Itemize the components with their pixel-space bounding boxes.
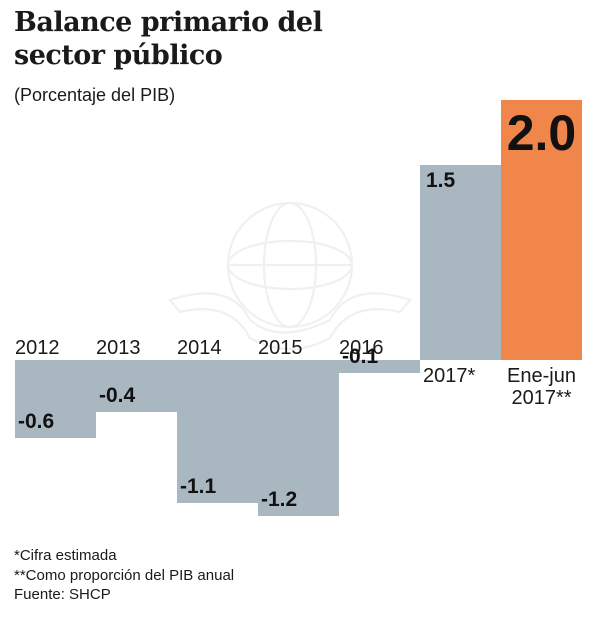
category-label-2013: 2013 — [96, 337, 141, 359]
source-note: Fuente: SHCP — [14, 586, 111, 603]
value-label-2014: -1.1 — [180, 475, 217, 498]
bar-2013 — [96, 360, 177, 412]
category-label-2017: 2017* — [423, 365, 475, 387]
value-label-2013: -0.4 — [99, 384, 136, 407]
category-label-2015: 2015 — [258, 337, 303, 359]
value-label-2017: 1.5 — [426, 169, 456, 192]
footnote-estimate: *Cifra estimada — [14, 547, 117, 564]
bar-2014 — [177, 360, 258, 503]
value-label-2015: -1.2 — [261, 488, 297, 511]
category-label-2016: 2016 — [339, 337, 384, 359]
footnotes: *Cifra estimada **Como proporción del PI… — [14, 546, 234, 605]
value-label-2016: -0.1 — [342, 345, 379, 368]
footnote-proportion: **Como proporción del PIB anual — [14, 566, 235, 584]
value-label-ene-jun-2017: 2.0 — [507, 105, 577, 161]
category-label-2012: 2012 — [15, 337, 60, 359]
watermark-logo — [168, 201, 412, 351]
bar-2012 — [15, 360, 96, 438]
category-label-ene-jun-2017: Ene-jun 2017** — [507, 365, 576, 409]
bar-2015 — [258, 360, 339, 516]
value-label-2012: -0.6 — [18, 410, 54, 433]
bar-2017 — [420, 165, 501, 360]
chart-title: Balance primario del sector público — [14, 7, 323, 71]
bar-2016 — [339, 360, 420, 373]
bar-ene-jun-2017 — [501, 100, 582, 360]
category-label-2014: 2014 — [177, 337, 222, 359]
chart-subtitle: (Porcentaje del PIB) — [14, 85, 176, 105]
